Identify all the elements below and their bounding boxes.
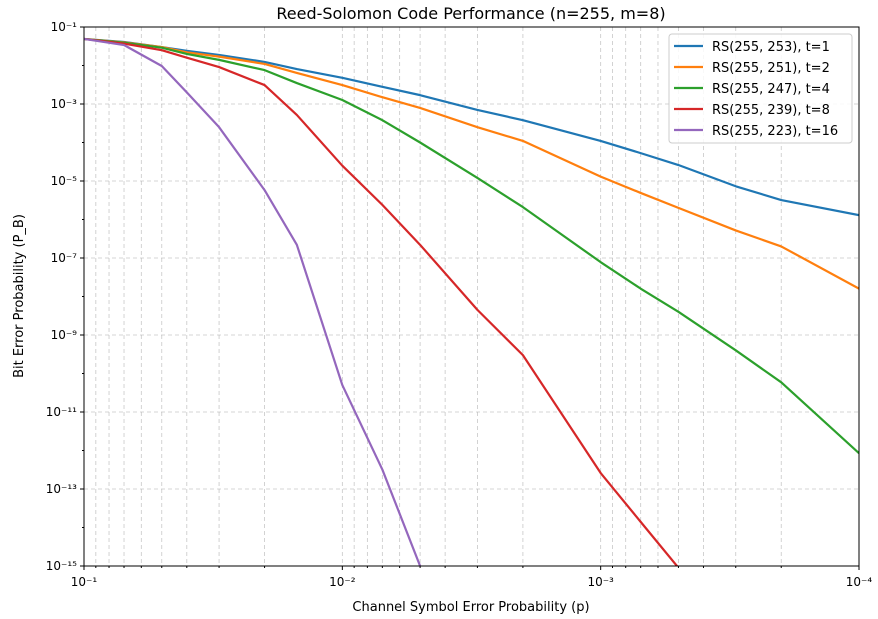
x-axis-label: Channel Symbol Error Probability (p)	[352, 600, 589, 615]
series-line	[84, 37, 859, 455]
series-line	[84, 37, 859, 290]
lines	[84, 37, 859, 566]
x-tick-label: 10⁻²	[329, 575, 356, 589]
x-tick-label: 10⁻³	[587, 575, 614, 589]
legend-label: RS(255, 247), t=4	[712, 82, 830, 97]
series-line	[84, 37, 859, 217]
x-tick-label: 10⁻¹	[71, 575, 98, 589]
y-tick-label: 10⁻⁹	[51, 328, 78, 342]
legend-label: RS(255, 251), t=2	[712, 61, 830, 76]
y-tick-label: 10⁻³	[51, 97, 78, 111]
legend-label: RS(255, 223), t=16	[712, 124, 838, 139]
y-axis-label: Bit Error Probability (P_B)	[12, 214, 27, 378]
legend-label: RS(255, 239), t=8	[712, 103, 830, 118]
chart-title: Reed-Solomon Code Performance (n=255, m=…	[276, 4, 665, 23]
legend: RS(255, 253), t=1 RS(255, 251), t=2 RS(255…	[668, 33, 853, 144]
legend-box	[668, 33, 853, 144]
legend-label: RS(255, 253), t=1	[712, 40, 830, 55]
x-tick-label: 10⁻⁴	[846, 575, 873, 589]
y-tick-label: 10⁻¹¹	[46, 405, 77, 419]
y-tick-label: 10⁻¹³	[46, 482, 77, 496]
y-tick-label: 10⁻⁵	[51, 174, 78, 188]
y-tick-label: 10⁻⁷	[51, 251, 78, 265]
y-tick-label: 10⁻¹	[51, 20, 78, 34]
y-tick-label: 10⁻¹⁵	[46, 559, 77, 573]
series-line	[84, 37, 422, 566]
series-line	[84, 37, 679, 566]
